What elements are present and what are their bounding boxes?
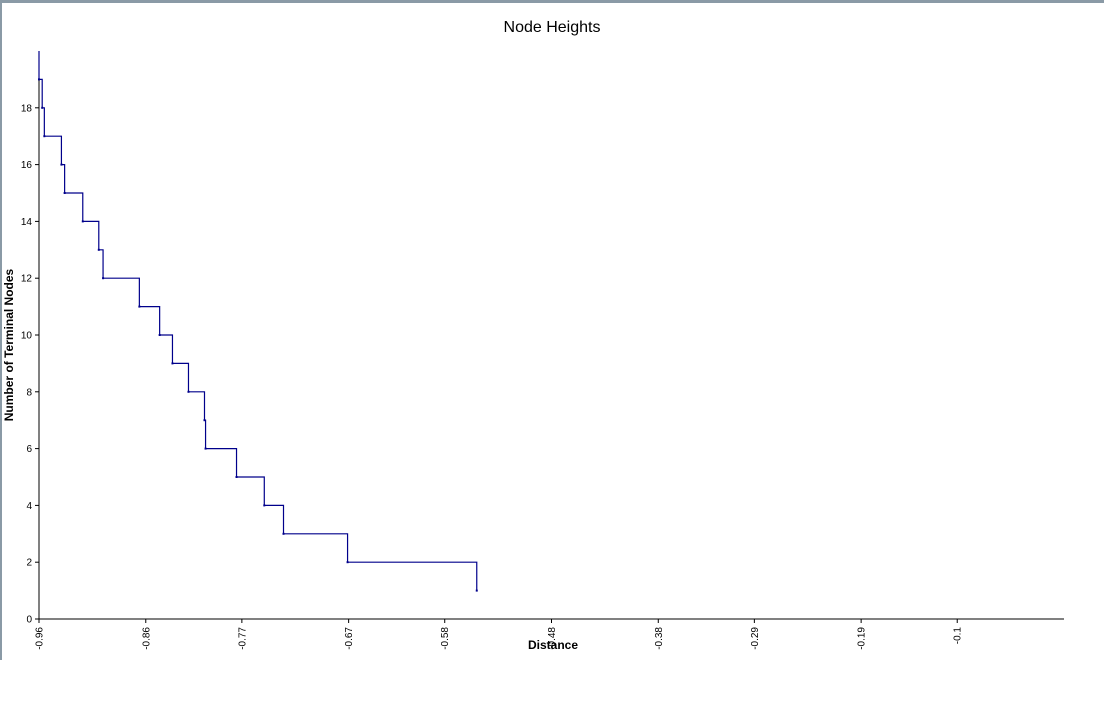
y-tick-label: 6 — [26, 444, 32, 455]
data-point — [43, 135, 46, 138]
data-point — [263, 504, 266, 507]
data-point — [282, 532, 285, 535]
y-tick-label: 12 — [21, 274, 33, 285]
x-tick-label: -0.29 — [750, 627, 761, 650]
data-point — [38, 78, 40, 81]
y-tick-label: 2 — [26, 558, 32, 569]
data-point — [187, 390, 190, 393]
y-tick-label: 18 — [21, 103, 33, 114]
data-point — [171, 362, 174, 365]
x-tick-label: -0.77 — [237, 627, 248, 650]
y-tick-label: 14 — [21, 217, 33, 228]
data-point — [475, 589, 478, 592]
data-point — [158, 334, 161, 336]
data-point — [203, 419, 206, 422]
data-point — [346, 561, 349, 564]
data-point — [235, 476, 238, 478]
series-step-line — [38, 51, 478, 591]
x-tick-label: -0.1 — [953, 627, 964, 645]
y-axis: 0 2 4 6 8 10 12 14 16 18 — [21, 52, 40, 626]
series-layer — [38, 51, 478, 592]
x-tick-label: -0.19 — [857, 627, 868, 650]
data-point — [60, 163, 63, 166]
window-top-border — [0, 0, 1104, 3]
window-left-border — [0, 0, 2, 660]
data-point — [81, 220, 84, 223]
data-point — [97, 248, 100, 251]
y-tick-label: 4 — [26, 501, 32, 512]
data-point — [204, 447, 207, 450]
data-point — [63, 192, 66, 194]
x-tick-label: -0.96 — [35, 627, 46, 650]
x-tick-label: -0.48 — [547, 627, 558, 650]
y-tick-label: 0 — [26, 615, 32, 626]
x-axis-label: Distance — [528, 638, 578, 652]
x-axis: -0.96 -0.86 -0.77 -0.67 -0.58 -0.48 -0.38 -0.29… — [35, 618, 1064, 650]
chart-title: Node Heights — [503, 19, 601, 36]
x-tick-label: -0.86 — [141, 627, 152, 650]
data-point — [41, 106, 44, 109]
data-point — [138, 305, 141, 308]
y-tick-label: 16 — [21, 160, 33, 171]
y-tick-label: 10 — [21, 331, 33, 342]
y-axis-label: Number of Terminal Nodes — [2, 268, 16, 421]
x-tick-label: -0.38 — [654, 627, 665, 650]
x-tick-label: -0.58 — [440, 627, 451, 650]
data-point — [102, 277, 105, 280]
x-tick-label: -0.67 — [344, 627, 355, 650]
y-tick-label: 8 — [26, 387, 32, 398]
